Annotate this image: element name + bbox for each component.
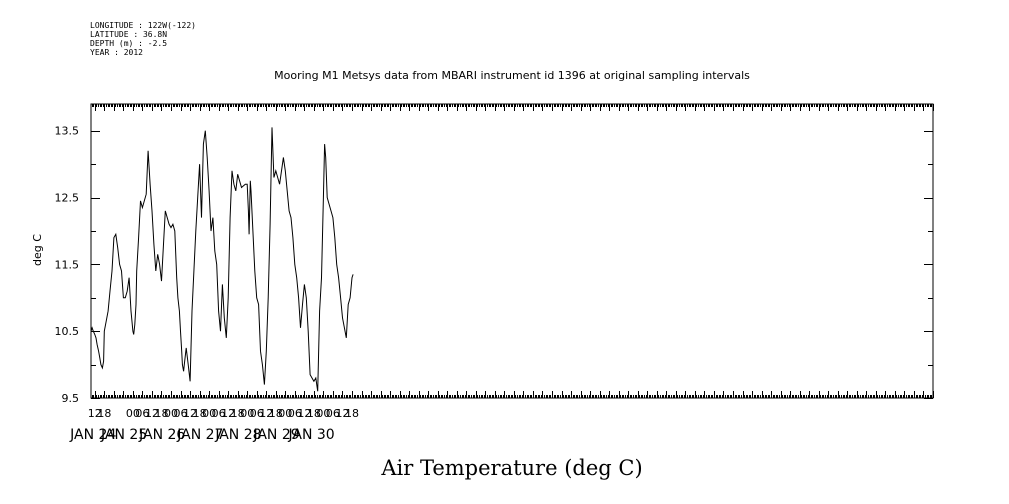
y-tick-label: 12.5 (55, 192, 80, 205)
x-hour-tick-label: 00 (126, 407, 140, 420)
x-hour-tick-label: 06 (135, 407, 149, 420)
series-layer (90, 127, 354, 392)
metadata-line-longitude: LONGITUDE : 122W(-122) (90, 21, 196, 30)
x-hour-tick-label: 00 (164, 407, 178, 420)
x-hour-tick-label: 18 (231, 407, 245, 420)
y-tick-label: 10.5 (55, 325, 80, 338)
x-day-label: JAN 29 (252, 427, 299, 443)
x-day-label: JAN 27 (176, 427, 223, 443)
ticks-layer (91, 104, 934, 399)
x-hour-tick-label: 18 (193, 407, 207, 420)
x-hour-tick-label: 18 (97, 407, 111, 420)
metadata-line-depth: DEPTH (m) : -2.5 (90, 39, 168, 48)
x-hour-tick-label: 06 (212, 407, 226, 420)
x-hour-tick-label: 00 (240, 407, 254, 420)
x-hour-tick-label: 00 (316, 407, 330, 420)
series-line (90, 127, 354, 392)
x-day-label: JAN 24 (69, 427, 116, 443)
x-axis-title: Air Temperature (deg C) (380, 456, 642, 480)
x-hour-tick-label: 18 (269, 407, 283, 420)
x-hour-tick-label: 12 (183, 407, 197, 420)
y-tick-label: 13.5 (55, 125, 80, 138)
metadata-line-year: YEAR : 2012 (90, 48, 143, 57)
chart-title: Mooring M1 Metsys data from MBARI instru… (274, 69, 750, 82)
x-hour-tick-label: 12 (297, 407, 311, 420)
x-hour-tick-label: 12 (88, 407, 102, 420)
metadata-line-latitude: LATITUDE : 36.8N (90, 30, 168, 39)
y-tick-label: 9.5 (62, 392, 80, 405)
x-hour-tick-label: 18 (307, 407, 321, 420)
x-day-label: JAN 26 (138, 427, 185, 443)
x-hour-tick-label: 00 (278, 407, 292, 420)
metadata-block: LONGITUDE : 122W(-122) LATITUDE : 36.8N … (90, 21, 196, 57)
x-hour-tick-label: 12 (259, 407, 273, 420)
x-hour-tick-label: 12 (221, 407, 235, 420)
x-hour-tick-label: 06 (174, 407, 188, 420)
x-hour-tick-label: 06 (326, 407, 340, 420)
y-tick-label: 11.5 (55, 258, 80, 271)
x-hour-tick-label: 18 (345, 407, 359, 420)
x-day-label: JAN 28 (214, 427, 261, 443)
plot-frame (90, 103, 934, 399)
x-hour-tick-label: 06 (250, 407, 264, 420)
x-hour-tick-label: 00 (202, 407, 216, 420)
x-hour-tick-label: 06 (288, 407, 302, 420)
x-day-label: JAN 25 (100, 427, 147, 443)
x-hour-tick-label: 18 (154, 407, 168, 420)
x-day-label: JAN 30 (287, 427, 334, 443)
y-axis-title: deg C (31, 234, 44, 266)
x-hour-tick-label: 12 (145, 407, 159, 420)
x-hour-tick-label: 12 (335, 407, 349, 420)
